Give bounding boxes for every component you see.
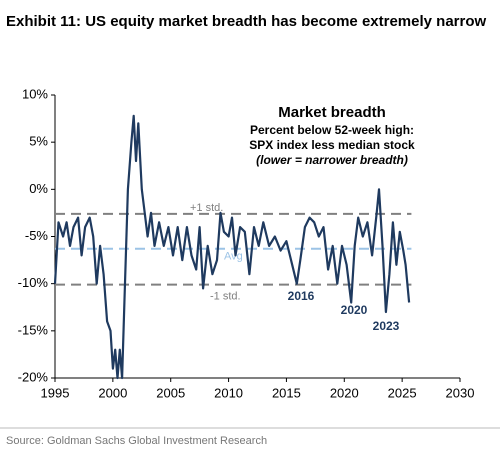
box-title: Market breadth — [278, 104, 386, 121]
box-line: Percent below 52-week high: — [250, 123, 414, 137]
x-tick-label: 1995 — [41, 385, 70, 400]
x-tick-label: 2020 — [330, 385, 359, 400]
y-tick-label: 0% — [29, 181, 48, 196]
y-tick-label: 10% — [22, 86, 48, 101]
reference-label: -1 std. — [210, 291, 241, 303]
x-tick-label: 2010 — [214, 385, 243, 400]
x-tick-label: 2015 — [272, 385, 301, 400]
y-tick-label: -5% — [25, 228, 49, 243]
x-tick-label: 2030 — [446, 385, 475, 400]
y-tick-label: -20% — [18, 369, 49, 384]
reference-label: Avg — [224, 251, 243, 263]
y-tick-label: -10% — [18, 275, 49, 290]
box-line: (lower = narrower breadth) — [256, 153, 408, 167]
box-line: SPX index less median stock — [249, 138, 415, 152]
x-tick-label: 2005 — [156, 385, 185, 400]
annotation: 2020 — [341, 303, 368, 317]
y-tick-label: -15% — [18, 322, 49, 337]
source: Source: Goldman Sachs Global Investment … — [6, 435, 267, 447]
x-tick-label: 2025 — [388, 385, 417, 400]
annotation: 2016 — [288, 289, 315, 303]
y-tick-label: 5% — [29, 134, 48, 149]
x-tick-label: 2000 — [98, 385, 127, 400]
reference-label: +1 std. — [190, 202, 223, 214]
chart-title: Exhibit 11: US equity market breadth has… — [6, 13, 487, 30]
annotation: 2023 — [373, 319, 400, 333]
data-line — [53, 114, 411, 380]
